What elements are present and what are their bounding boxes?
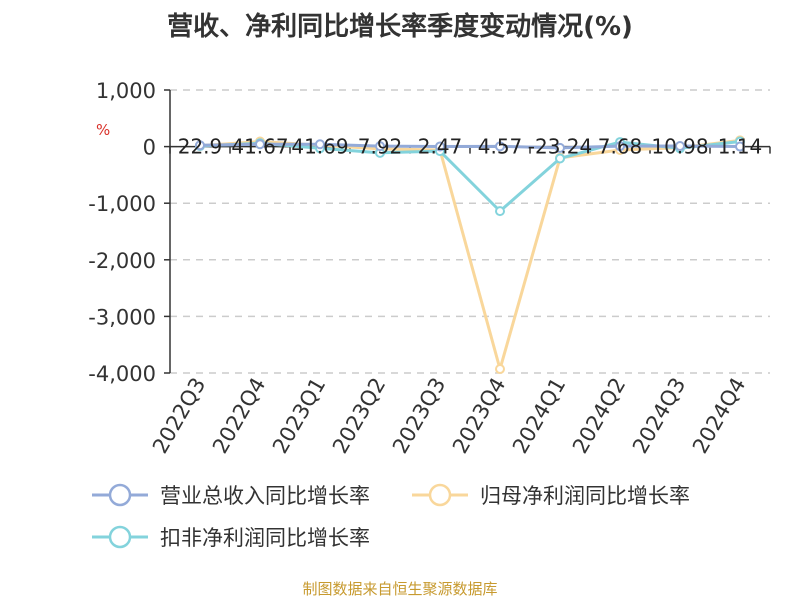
series-point — [555, 153, 565, 164]
series-point — [555, 142, 565, 153]
legend-label: 归母净利润同比增长率 — [480, 484, 690, 508]
series-point — [495, 141, 505, 152]
data-label: 41.67 — [231, 135, 288, 159]
data-label: 7.92 — [358, 135, 403, 159]
series-lines — [195, 135, 745, 375]
series-point — [195, 140, 205, 151]
legend-label: 营业总收入同比增长率 — [160, 484, 370, 508]
series-point — [315, 139, 325, 150]
series-line — [199, 138, 741, 371]
y-tick-label: -1,000 — [88, 192, 156, 216]
series-line — [199, 142, 741, 150]
legend-item-revenue[interactable]: 营业总收入同比增长率 — [90, 480, 370, 510]
legend-item-net-profit[interactable]: 归母净利润同比增长率 — [410, 480, 690, 510]
data-labels: 22.9 41.67 41.69 7.92 2.47 4.57 -23.24 7.68 10.9… — [178, 135, 763, 159]
series-point — [495, 206, 505, 217]
y-axis-unit-label: % — [96, 121, 111, 139]
data-label: 10.98 — [651, 135, 708, 159]
chart-title: 营收、净利同比增长率季度变动情况(%) — [167, 12, 633, 42]
data-label: 2.47 — [418, 135, 463, 159]
source-note: 制图数据来自恒生聚源数据库 — [302, 580, 498, 598]
legend-line-circle-icon — [92, 483, 148, 507]
y-tick-label: 1,000 — [96, 79, 156, 103]
x-tick-label: 2024Q2 — [568, 374, 630, 458]
y-tick-label: -2,000 — [88, 249, 156, 273]
series-point — [495, 364, 505, 375]
x-tick-label: 2023Q2 — [328, 374, 390, 458]
x-tick-label: 2022Q3 — [148, 374, 210, 458]
y-tick-label: 0 — [143, 136, 156, 160]
y-tick-label: -4,000 — [88, 362, 156, 386]
legend-item-deducted-profit[interactable]: 扣非净利润同比增长率 — [90, 522, 370, 552]
legend-line-circle-icon — [412, 483, 468, 507]
x-tick-label: 2023Q1 — [268, 374, 330, 458]
series-point — [735, 141, 745, 152]
x-tick-label: 2024Q3 — [628, 374, 690, 458]
x-tick-label: 2024Q1 — [508, 374, 570, 458]
grid-lines — [170, 89, 770, 374]
x-tick-label: 2023Q3 — [388, 374, 450, 458]
legend-line-circle-icon — [92, 525, 148, 549]
data-label: -23.24 — [528, 135, 592, 159]
series-point — [255, 139, 265, 150]
series-point — [675, 140, 685, 151]
data-label: 22.9 — [178, 135, 223, 159]
x-tick-label: 2022Q4 — [208, 374, 270, 458]
y-tick-label: -3,000 — [88, 305, 156, 329]
data-label: 4.57 — [478, 135, 523, 159]
series-point — [615, 141, 625, 152]
x-tick-label: 2023Q4 — [448, 374, 510, 458]
data-label: 41.69 — [291, 135, 348, 159]
series-point — [435, 141, 445, 152]
data-label: 1.14 — [718, 135, 763, 159]
series-point — [375, 141, 385, 152]
x-tick-label: 2024Q4 — [688, 374, 750, 458]
data-label: 7.68 — [598, 135, 643, 159]
legend-label: 扣非净利润同比增长率 — [160, 526, 370, 550]
